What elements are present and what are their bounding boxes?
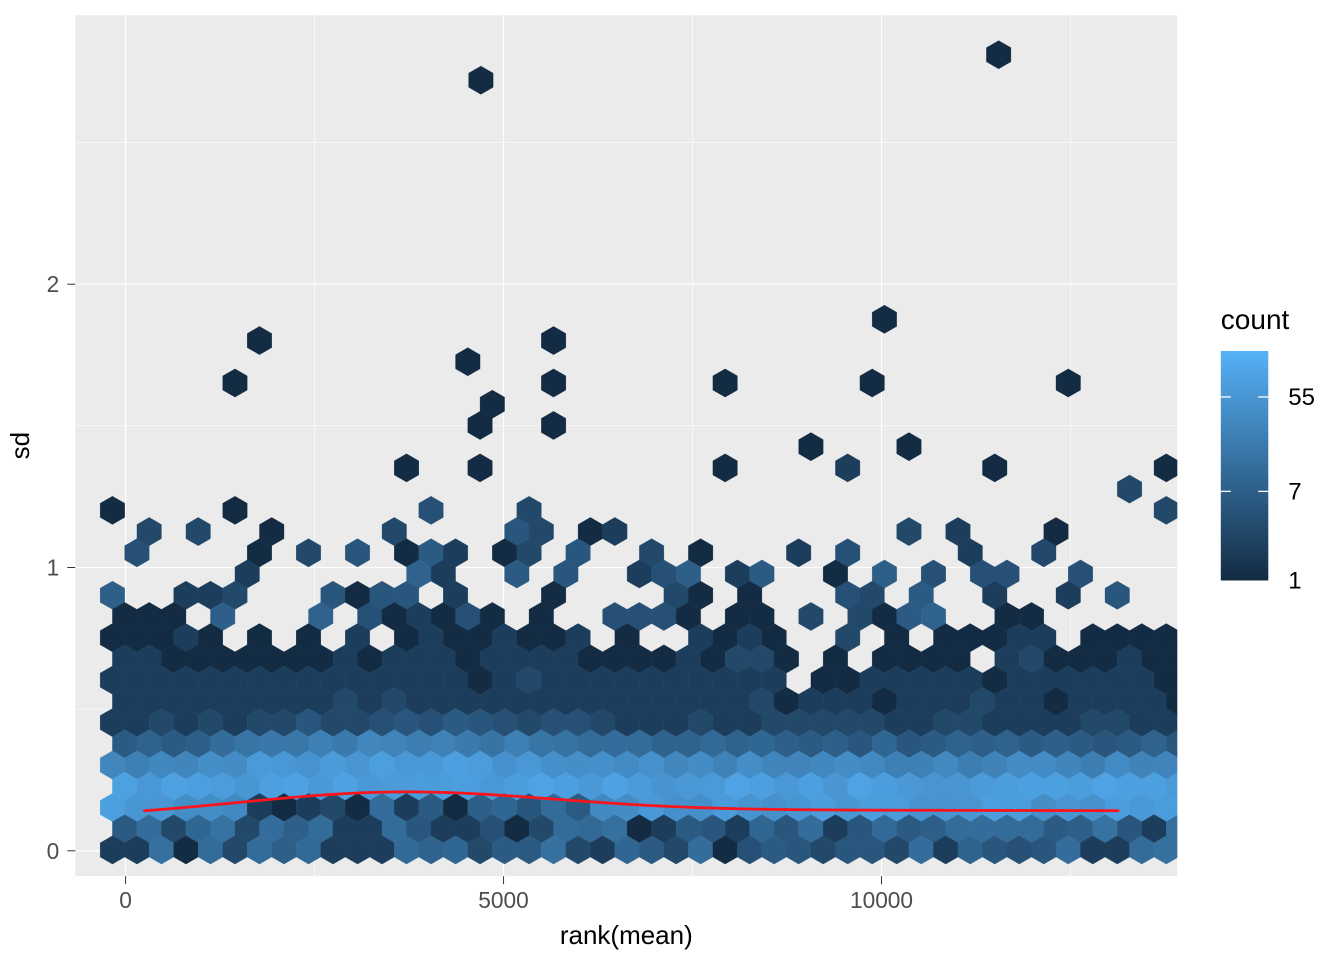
svg-text:1: 1	[1288, 568, 1301, 595]
svg-text:7: 7	[1288, 478, 1301, 505]
svg-text:10000: 10000	[850, 887, 913, 913]
svg-text:count: count	[1221, 304, 1290, 335]
svg-text:0: 0	[47, 838, 60, 864]
svg-text:2: 2	[47, 271, 60, 297]
svg-text:5000: 5000	[478, 887, 528, 913]
svg-text:sd: sd	[5, 432, 35, 459]
svg-text:rank(mean): rank(mean)	[560, 920, 693, 950]
svg-text:1: 1	[47, 555, 60, 581]
svg-text:55: 55	[1288, 384, 1315, 411]
svg-text:0: 0	[119, 887, 132, 913]
